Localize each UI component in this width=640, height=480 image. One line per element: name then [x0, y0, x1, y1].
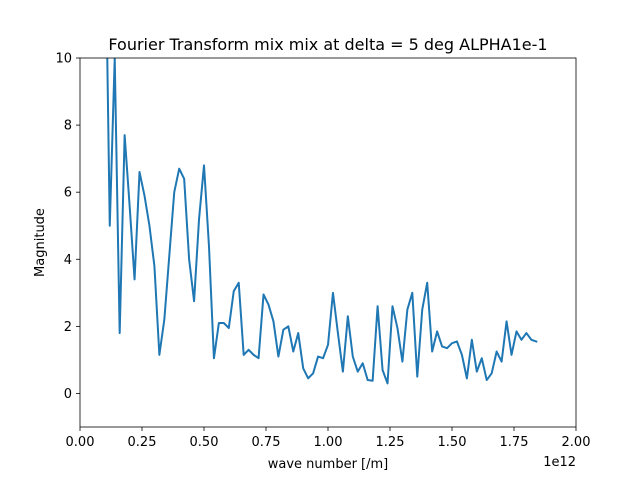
chart-title: Fourier Transform mix mix at delta = 5 d… [108, 35, 547, 54]
x-tick-label: 0.25 [128, 435, 157, 450]
y-tick-label: 4 [64, 253, 72, 268]
y-tick-label: 8 [64, 119, 72, 134]
y-tick-label: 6 [64, 186, 72, 201]
x-tick-label: 0.00 [66, 435, 95, 450]
x-tick-label: 0.50 [190, 435, 219, 450]
y-axis-ticks: 0 2 4 6 8 10 [55, 52, 80, 402]
axes-background [80, 58, 576, 427]
x-axis-ticks: 0.00 0.25 0.50 0.75 1.00 1.25 1.50 1.75 2.00 [66, 427, 591, 450]
y-tick-label: 0 [64, 387, 72, 402]
y-axis-label: Magnitude [33, 208, 48, 277]
x-tick-label: 1.25 [376, 435, 405, 450]
axes-frame [79, 57, 577, 428]
x-axis-label: wave number [/m] [268, 457, 388, 472]
x-tick-label: 1.75 [500, 435, 529, 450]
y-tick-label: 10 [55, 52, 72, 67]
x-tick-label: 0.75 [252, 435, 281, 450]
x-tick-label: 2.00 [562, 435, 591, 450]
x-axis-offset-label: 1e12 [543, 455, 576, 470]
series-layer [106, 58, 538, 385]
y-tick-label: 2 [64, 320, 72, 335]
x-tick-label: 1.00 [314, 435, 343, 450]
series-line-magnitude [106, 58, 538, 385]
x-tick-label: 1.50 [438, 435, 467, 450]
